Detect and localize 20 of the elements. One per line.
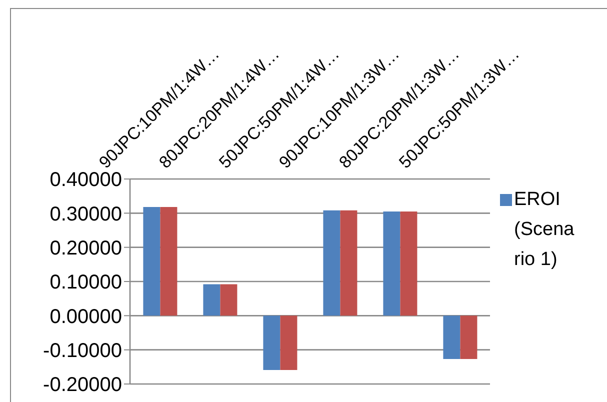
bar: [280, 316, 298, 370]
y-tick-label: 0.40000: [50, 169, 122, 192]
bar: [220, 284, 238, 316]
y-tick-label: -0.20000: [43, 374, 122, 396]
bar: [203, 284, 220, 316]
bar: [460, 316, 478, 360]
y-tick-label: 0.30000: [50, 203, 122, 226]
y-tick-label: 0.10000: [50, 272, 122, 294]
y-tick-label: 0.00000: [50, 306, 122, 328]
bar: [143, 207, 160, 316]
bar: [263, 316, 280, 370]
legend-label: EROI (Scenario 1): [514, 188, 576, 272]
bar: [383, 211, 400, 316]
bar: [323, 210, 340, 316]
y-tick-label: -0.10000: [43, 340, 122, 362]
bar: [443, 316, 460, 360]
bar: [340, 210, 358, 316]
bar: [160, 207, 178, 316]
bar: [400, 211, 418, 316]
y-tick-label: 0.20000: [50, 237, 122, 260]
